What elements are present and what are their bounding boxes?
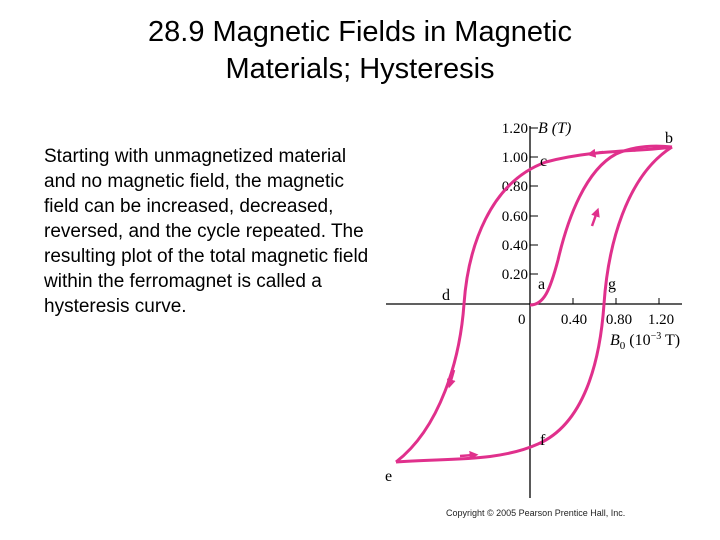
hysteresis-diagram: 1.20 1.00 0.80 0.60 0.40 0.20 B (T) 0 0.… — [385, 120, 682, 498]
direction-arrow — [586, 148, 604, 158]
point-label-b: b — [665, 130, 673, 147]
initial-magnetization-curve — [529, 144, 673, 307]
slide-body-text: Starting with unmagnetized material and … — [44, 146, 369, 317]
y-tick-label: 0.20 — [502, 267, 528, 283]
y-tick-label: 0.80 — [502, 179, 528, 195]
x-tick-label: 0.80 — [606, 312, 632, 328]
slide-title: 28.9 Magnetic Fields in Magnetic Materia… — [0, 14, 720, 88]
point-label-g: g — [608, 276, 616, 293]
title-line-1: 28.9 Magnetic Fields in Magnetic — [148, 16, 572, 48]
y-axis-label: B (T) — [538, 120, 571, 137]
x-axis-label-sub: 0 — [620, 340, 626, 352]
x-axis-label-main: B — [610, 332, 620, 349]
x-tick-label: 0.40 — [561, 312, 587, 328]
point-label-d: d — [442, 287, 450, 304]
y-tick-label: 0.60 — [502, 209, 528, 225]
direction-arrow — [590, 207, 600, 227]
point-label-a: a — [538, 276, 545, 293]
direction-arrow — [459, 450, 479, 460]
point-label-e: e — [385, 468, 392, 485]
origin-label: 0 — [518, 312, 526, 328]
y-tick-label: 0.40 — [502, 238, 528, 254]
copyright-notice: Copyright © 2005 Pearson Prentice Hall, … — [446, 508, 626, 518]
point-label-c: c — [540, 153, 547, 170]
x-axis-label-end: T) — [661, 332, 680, 349]
x-tick-label: 1.20 — [648, 312, 674, 328]
title-line-2: Materials; Hysteresis — [225, 53, 495, 85]
x-axis-label: B0 (10−3 T) — [610, 331, 680, 352]
y-tick-label: 1.20 — [502, 121, 528, 137]
direction-arrow — [446, 369, 456, 389]
point-label-f: f — [540, 432, 546, 449]
x-axis-label-unit: (10 — [629, 332, 650, 349]
y-tick-label: 1.00 — [502, 150, 528, 166]
x-axis-label-exp: −3 — [651, 331, 662, 342]
upper-branch-curve — [395, 145, 673, 464]
